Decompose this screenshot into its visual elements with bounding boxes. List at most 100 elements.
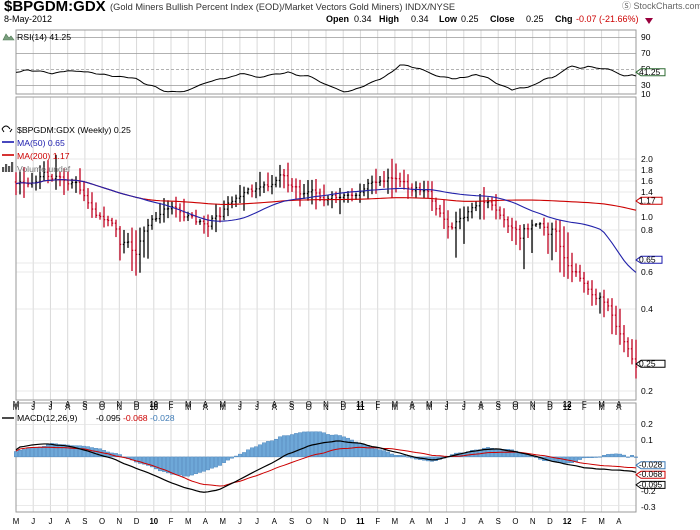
svg-text:O: O [99, 517, 105, 526]
svg-text:O: O [99, 403, 105, 412]
svg-text:D: D [134, 517, 140, 526]
svg-text:F: F [169, 403, 174, 412]
svg-text:-0.095: -0.095 [639, 480, 663, 489]
svg-text:J: J [462, 517, 466, 526]
svg-text:F: F [169, 517, 174, 526]
svg-text:-0.028: -0.028 [639, 461, 663, 470]
svg-text:-0.028: -0.028 [150, 413, 175, 423]
svg-text:J: J [238, 517, 242, 526]
svg-text:N: N [530, 517, 536, 526]
svg-text:Close: Close [490, 14, 515, 24]
svg-text:O: O [306, 403, 312, 412]
svg-text:M: M [13, 403, 20, 412]
svg-text:0.25: 0.25 [639, 359, 656, 369]
svg-text:1.8: 1.8 [641, 165, 653, 175]
svg-text:Volume undef: Volume undef [17, 164, 71, 174]
svg-text:High: High [379, 14, 399, 24]
svg-text:0.6: 0.6 [641, 267, 653, 277]
svg-text:$BPGDM:GDX: $BPGDM:GDX [4, 0, 106, 15]
svg-text:0.25: 0.25 [526, 14, 544, 24]
svg-text:A: A [478, 517, 484, 526]
svg-text:90: 90 [641, 32, 651, 42]
svg-text:-0.07 (-21.66%): -0.07 (-21.66%) [576, 14, 639, 24]
svg-text:A: A [409, 517, 415, 526]
svg-text:J: J [445, 517, 449, 526]
svg-text:0.4: 0.4 [641, 304, 653, 314]
svg-text:0.34: 0.34 [411, 14, 429, 24]
svg-text:D: D [547, 403, 553, 412]
svg-text:8-May-2012: 8-May-2012 [4, 14, 52, 24]
svg-text:N: N [323, 403, 329, 412]
svg-text:M: M [392, 517, 399, 526]
svg-text:0.2: 0.2 [641, 419, 653, 429]
svg-text:J: J [462, 403, 466, 412]
svg-text:J: J [48, 517, 52, 526]
svg-text:-0.095: -0.095 [96, 413, 121, 423]
svg-text:J: J [445, 403, 449, 412]
svg-text:N: N [530, 403, 536, 412]
svg-text:M: M [598, 403, 605, 412]
svg-text:M: M [392, 403, 399, 412]
svg-text:A: A [616, 517, 622, 526]
svg-text:0.8: 0.8 [641, 225, 653, 235]
svg-text:10: 10 [641, 89, 651, 99]
svg-text:O: O [512, 403, 518, 412]
svg-text:Chg: Chg [555, 14, 573, 24]
svg-text:F: F [375, 403, 380, 412]
svg-text:10: 10 [149, 517, 158, 526]
svg-text:A: A [65, 403, 71, 412]
svg-text:-0.068: -0.068 [123, 413, 148, 423]
svg-text:M: M [219, 403, 226, 412]
svg-text:-0.068: -0.068 [639, 470, 663, 479]
svg-text:A: A [203, 517, 209, 526]
svg-text:70: 70 [641, 48, 651, 58]
svg-text:1.0: 1.0 [641, 212, 653, 222]
svg-text:A: A [272, 517, 278, 526]
svg-text:RSI(14) 41.25: RSI(14) 41.25 [17, 32, 71, 42]
svg-text:J: J [255, 517, 259, 526]
svg-text:1.17: 1.17 [639, 196, 656, 206]
svg-text:M: M [598, 517, 605, 526]
svg-text:2.0: 2.0 [641, 154, 653, 164]
svg-text:M: M [185, 403, 192, 412]
svg-text:1.6: 1.6 [641, 176, 653, 186]
svg-text:12: 12 [563, 517, 572, 526]
svg-text:MA(50) 0.65: MA(50) 0.65 [17, 138, 65, 148]
svg-text:S: S [289, 403, 294, 412]
svg-text:J: J [238, 403, 242, 412]
svg-text:M: M [185, 517, 192, 526]
svg-text:A: A [409, 403, 415, 412]
svg-text:0.2: 0.2 [641, 386, 653, 396]
svg-text:11: 11 [356, 403, 365, 412]
svg-text:A: A [478, 403, 484, 412]
svg-text:41.25: 41.25 [639, 67, 661, 77]
svg-text:M: M [219, 517, 226, 526]
svg-text:J: J [255, 403, 259, 412]
svg-text:J: J [31, 403, 35, 412]
svg-text:N: N [116, 517, 122, 526]
svg-text:S: S [289, 517, 294, 526]
svg-text:0.1: 0.1 [641, 435, 653, 445]
svg-text:M: M [426, 403, 433, 412]
svg-text:A: A [616, 403, 622, 412]
svg-text:A: A [203, 403, 209, 412]
svg-text:Open: Open [326, 14, 349, 24]
svg-text:MA(200) 1.17: MA(200) 1.17 [17, 151, 70, 161]
svg-text:F: F [582, 517, 587, 526]
svg-text:M: M [13, 517, 20, 526]
svg-text:S: S [496, 403, 501, 412]
svg-text:N: N [323, 517, 329, 526]
svg-text:0.25: 0.25 [461, 14, 479, 24]
svg-text:O: O [512, 517, 518, 526]
svg-text:12: 12 [563, 403, 572, 412]
svg-text:0.65: 0.65 [639, 255, 656, 265]
svg-text:J: J [31, 517, 35, 526]
svg-text:MACD(12,26,9): MACD(12,26,9) [17, 413, 77, 423]
svg-text:S: S [496, 517, 501, 526]
svg-text:(Gold Miners Bullish Percent I: (Gold Miners Bullish Percent Index (EOD)… [110, 2, 455, 12]
svg-text:A: A [272, 403, 278, 412]
svg-text:J: J [48, 403, 52, 412]
svg-text:N: N [116, 403, 122, 412]
svg-text:Low: Low [439, 14, 458, 24]
svg-text:F: F [375, 517, 380, 526]
